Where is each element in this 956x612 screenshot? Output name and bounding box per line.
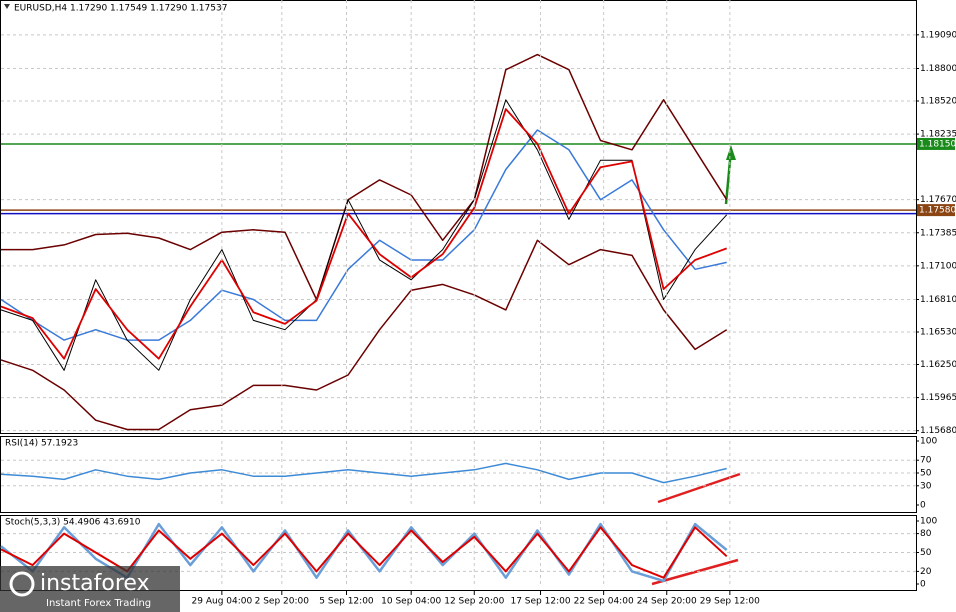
arrow-head xyxy=(726,145,736,160)
y-tick-label: 100 xyxy=(920,517,937,527)
y-tick-label: 1.19090 xyxy=(920,30,956,40)
level-label-box xyxy=(917,204,955,217)
y-tick-label: 100 xyxy=(920,437,937,447)
stoch-title: Stoch(5,3,3) 54.4906 43.6910 xyxy=(5,518,141,528)
y-tick-label: 70 xyxy=(920,456,932,466)
y-tick-label: 50 xyxy=(920,548,932,558)
rsi-title: RSI(14) 57.1923 xyxy=(5,439,78,449)
y-tick-label: 0 xyxy=(920,501,926,511)
y-tick-label: 20 xyxy=(920,567,932,577)
y-tick-label: 1.17385 xyxy=(920,228,956,238)
series-line xyxy=(0,108,728,360)
y-tick-label: 1.16530 xyxy=(920,328,956,338)
series-line xyxy=(1,53,728,301)
x-tick-label: 29 Aug 04:00 xyxy=(192,597,253,607)
rsi-frame xyxy=(0,436,917,513)
y-tick-label: 80 xyxy=(920,529,932,539)
series-line xyxy=(0,129,727,341)
main-frame xyxy=(0,0,917,434)
y-tick-label: 30 xyxy=(920,481,932,491)
y-tick-label: 1.18520 xyxy=(920,96,956,106)
x-tick-label: 2 Sep 20:00 xyxy=(255,597,310,607)
level-label: 1.17580 xyxy=(919,206,956,216)
series-line xyxy=(0,239,728,431)
y-tick-label: 1.15965 xyxy=(920,393,956,403)
level-label: 1.18150 xyxy=(919,139,956,149)
x-tick-label: 24 Sep 20:00 xyxy=(637,597,697,607)
y-tick-label: 1.18800 xyxy=(920,64,956,74)
y-tick-label: 1.15680 xyxy=(920,426,956,436)
series-line xyxy=(0,462,727,484)
stoch-trendline xyxy=(651,558,739,586)
logo-box xyxy=(0,566,180,612)
logo-icon xyxy=(9,571,35,597)
y-tick-label: 1.16250 xyxy=(920,360,956,370)
x-tick-label: 22 Sep 04:00 xyxy=(574,597,634,607)
logo-name: instaforex xyxy=(40,571,150,596)
y-tick-label: 1.17100 xyxy=(920,261,956,271)
y-tick-label: 50 xyxy=(920,469,932,479)
y-tick-label: 1.18235 xyxy=(920,130,956,140)
y-tick-label: 1.16810 xyxy=(920,295,956,305)
logo-tagline: Instant Forex Trading xyxy=(46,598,151,609)
x-tick-label: 10 Sep 04:00 xyxy=(381,597,441,607)
series-line xyxy=(0,99,728,371)
level-label-box xyxy=(917,137,955,150)
x-tick-label: 12 Sep 20:00 xyxy=(444,597,504,607)
symbol-icon xyxy=(4,4,10,9)
x-tick-label: 17 Sep 12:00 xyxy=(510,597,570,607)
main-title: EURUSD,H4 1.17290 1.17549 1.17290 1.1753… xyxy=(14,4,227,14)
y-tick-label: 0 xyxy=(920,580,926,590)
y-tick-label: 1.17670 xyxy=(920,195,956,205)
x-tick-label: 29 Sep 12:00 xyxy=(700,597,760,607)
rsi-trendline xyxy=(657,472,741,504)
x-tick-label: 5 Sep 12:00 xyxy=(319,597,374,607)
